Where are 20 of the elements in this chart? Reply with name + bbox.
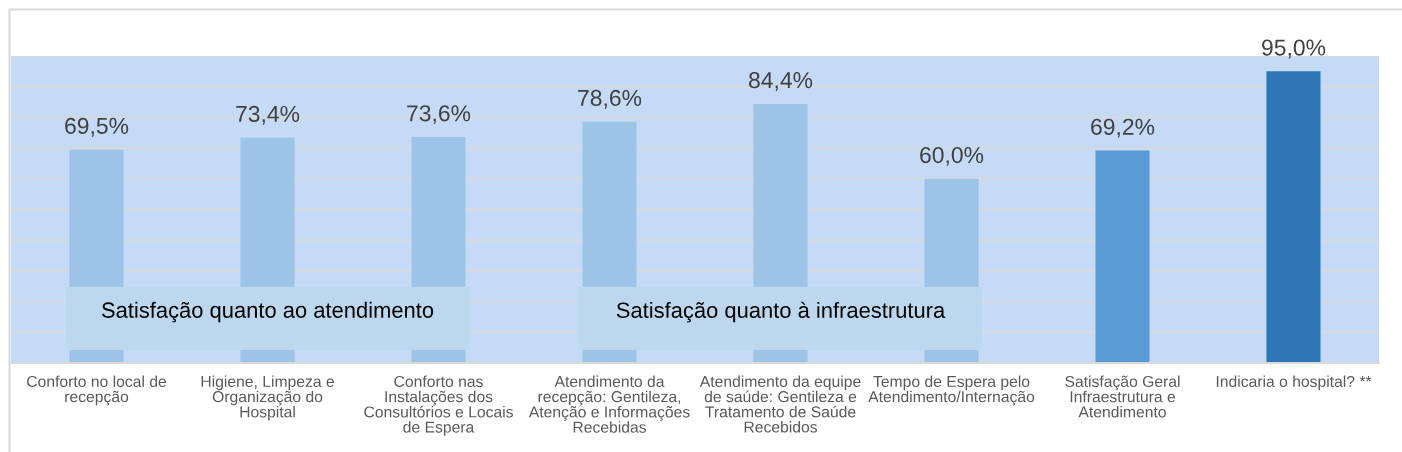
x-tick-label: Atendimento da equipe de saúde: Gentileza e Tratamento de Saúde Recebidos — [699, 375, 861, 433]
x-tick-label: Higiene, Limpeza e Organização do Hospital — [201, 375, 334, 421]
data-label: 69,2% — [1091, 118, 1155, 138]
x-tick-label: Indicaria o hospital? ** — [1216, 375, 1372, 391]
annotation: Satisfação quanto ao atendimento — [101, 301, 434, 323]
x-tick-label: Tempo de Espera pelo Atendimento/Internação — [868, 375, 1035, 406]
data-label: 73,6% — [407, 105, 471, 125]
data-label: 78,6% — [578, 89, 642, 109]
x-tick-label: Conforto nas Instalações dos Consultórios e Locais de Espera — [364, 375, 513, 436]
bar — [1266, 71, 1321, 363]
bar — [1095, 150, 1150, 363]
data-label: 69,5% — [65, 117, 129, 137]
x-tick-label: Satisfação Geral Infraestrutura e Atendimento — [1065, 375, 1180, 418]
data-label: 73,4% — [236, 105, 300, 125]
data-label: 95,0% — [1262, 39, 1326, 59]
data-label: 84,4% — [749, 72, 813, 91]
x-tick-label: Conforto no local de recepção — [27, 375, 167, 406]
data-label: 60,0% — [920, 146, 984, 166]
annotation: Satisfação quanto à infraestrutura — [616, 301, 946, 323]
x-tick-label: Atendimento da recepção: Gentileza, Atenção e Informações Recebidas — [528, 375, 690, 433]
